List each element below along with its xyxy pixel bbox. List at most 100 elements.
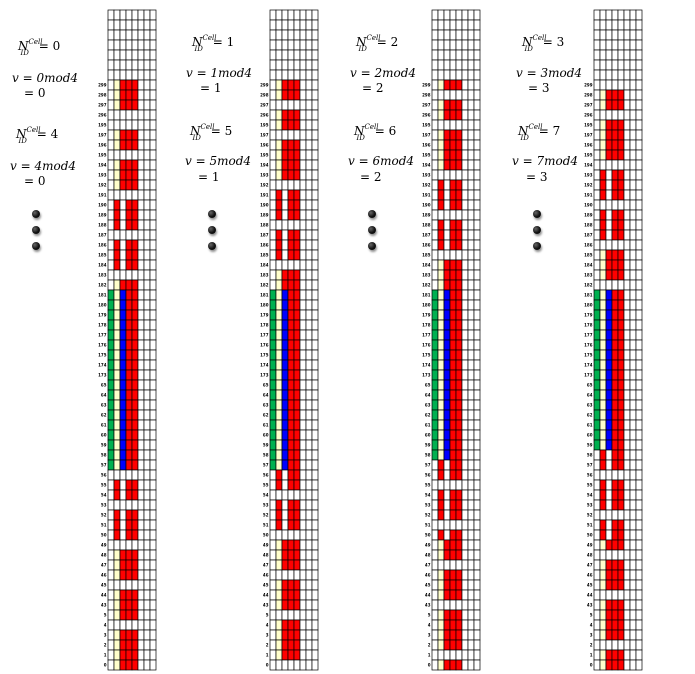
- row-index-label: 60: [587, 433, 593, 438]
- resource-element: [299, 69, 307, 81]
- resource-element: [461, 169, 469, 181]
- resource-element: [611, 349, 619, 361]
- resource-element: [473, 379, 481, 391]
- resource-element: [449, 639, 457, 651]
- resource-element: [635, 529, 643, 541]
- resource-element: [635, 419, 643, 431]
- row-index-label: 57: [587, 463, 593, 468]
- resource-element: [611, 539, 619, 551]
- resource-element: [461, 319, 469, 331]
- resource-element: [605, 469, 613, 481]
- resource-element: [599, 349, 607, 361]
- row-index-label: 50: [425, 533, 431, 538]
- row-index-label: 193: [98, 173, 107, 178]
- resource-element: [611, 499, 619, 511]
- resource-element: [437, 309, 445, 321]
- resource-element: [473, 339, 481, 351]
- resource-element: [605, 609, 613, 621]
- row-index-label: 57: [101, 463, 107, 468]
- row-index-label: 180: [260, 303, 269, 308]
- resource-element: [461, 659, 469, 671]
- resource-element: [623, 529, 631, 541]
- resource-element: [269, 269, 277, 281]
- resource-element: [107, 69, 115, 81]
- resource-element: [461, 519, 469, 531]
- resource-element: [599, 29, 607, 41]
- resource-element: [611, 219, 619, 231]
- resource-element: [455, 489, 463, 501]
- resource-element: [113, 39, 121, 51]
- resource-element: [629, 9, 637, 21]
- resource-element: [635, 119, 643, 131]
- resource-element: [269, 399, 277, 411]
- resource-element: [299, 359, 307, 371]
- resource-element: [131, 159, 139, 171]
- row-index-label: 181: [584, 293, 593, 298]
- row-index-label: 51: [587, 523, 593, 528]
- resource-element: [305, 459, 313, 471]
- resource-element: [629, 269, 637, 281]
- resource-element: [125, 479, 133, 491]
- resource-element: [143, 229, 151, 241]
- resource-element: [461, 389, 469, 401]
- resource-element: [437, 559, 445, 571]
- resource-element: [431, 299, 439, 311]
- resource-element: [143, 299, 151, 311]
- resource-element: [593, 509, 601, 521]
- resource-element: [287, 159, 295, 171]
- resource-element: [449, 89, 457, 101]
- resource-element: [467, 339, 475, 351]
- resource-element: [437, 359, 445, 371]
- resource-element: [617, 409, 625, 421]
- resource-element: [113, 599, 121, 611]
- resource-element: [305, 99, 313, 111]
- resource-element: [311, 649, 319, 661]
- resource-element: [467, 519, 475, 531]
- resource-element: [149, 289, 157, 301]
- resource-element: [611, 129, 619, 141]
- resource-grid-panel3: 2992982972961951971961951941931921911901…: [422, 9, 481, 671]
- resource-element: [467, 509, 475, 521]
- resource-element: [137, 79, 145, 91]
- resource-element: [467, 159, 475, 171]
- resource-element: [593, 249, 601, 261]
- resource-element: [287, 19, 295, 31]
- resource-element: [443, 419, 451, 431]
- resource-element: [149, 389, 157, 401]
- resource-element: [461, 109, 469, 121]
- resource-element: [431, 179, 439, 191]
- resource-element: [449, 419, 457, 431]
- row-index-label: 186: [422, 243, 431, 248]
- resource-element: [293, 389, 301, 401]
- resource-element: [299, 199, 307, 211]
- resource-element: [611, 329, 619, 341]
- v-expression: 3mod4: [540, 66, 583, 80]
- resource-element: [293, 639, 301, 651]
- resource-element: [311, 479, 319, 491]
- resource-element: [305, 579, 313, 591]
- resource-element: [611, 239, 619, 251]
- resource-element: [143, 509, 151, 521]
- resource-element: [311, 209, 319, 221]
- row-index-label: 299: [422, 83, 431, 88]
- row-index-label: 189: [584, 213, 593, 218]
- resource-element: [137, 309, 145, 321]
- row-index-label: 2: [428, 643, 431, 648]
- resource-element: [119, 609, 127, 621]
- resource-element: [149, 439, 157, 451]
- resource-element: [275, 619, 283, 631]
- resource-element: [623, 479, 631, 491]
- resource-element: [431, 279, 439, 291]
- row-index-label: 55: [101, 483, 107, 488]
- resource-element: [473, 619, 481, 631]
- resource-element: [599, 569, 607, 581]
- resource-element: [281, 619, 289, 631]
- resource-element: [131, 199, 139, 211]
- row-index-label: 61: [425, 423, 431, 428]
- cell-id-formula-panel2-b: NCellID = 5: [190, 123, 233, 143]
- resource-element: [293, 89, 301, 101]
- resource-element: [635, 129, 643, 141]
- resource-element: [293, 659, 301, 671]
- resource-element: [443, 89, 451, 101]
- resource-element: [593, 339, 601, 351]
